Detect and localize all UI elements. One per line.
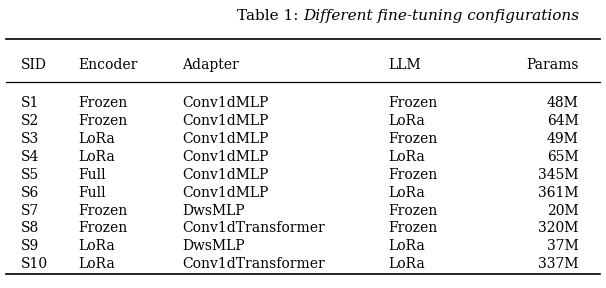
Text: DwsMLP: DwsMLP [182,239,244,253]
Text: 48M: 48M [547,96,579,111]
Text: S9: S9 [21,239,39,253]
Text: Frozen: Frozen [388,221,437,236]
Text: 361M: 361M [538,186,579,200]
Text: S3: S3 [21,132,39,146]
Text: Frozen: Frozen [388,96,437,111]
Text: 320M: 320M [538,221,579,236]
Text: Table 1:: Table 1: [236,9,303,23]
Text: Frozen: Frozen [79,114,128,128]
Text: Frozen: Frozen [79,204,128,218]
Text: Frozen: Frozen [388,132,437,146]
Text: Conv1dMLP: Conv1dMLP [182,96,268,111]
Text: 64M: 64M [547,114,579,128]
Text: SID: SID [21,58,47,72]
Text: 337M: 337M [538,257,579,271]
Text: Conv1dMLP: Conv1dMLP [182,150,268,164]
Text: Adapter: Adapter [182,58,239,72]
Text: LoRa: LoRa [388,239,425,253]
Text: LoRa: LoRa [79,257,116,271]
Text: Frozen: Frozen [79,96,128,111]
Text: 345M: 345M [538,168,579,182]
Text: S8: S8 [21,221,39,236]
Text: Full: Full [79,186,107,200]
Text: Frozen: Frozen [388,204,437,218]
Text: S6: S6 [21,186,39,200]
Text: LoRa: LoRa [79,239,116,253]
Text: S1: S1 [21,96,39,111]
Text: S2: S2 [21,114,39,128]
Text: Encoder: Encoder [79,58,138,72]
Text: 65M: 65M [547,150,579,164]
Text: LoRa: LoRa [388,150,425,164]
Text: LLM: LLM [388,58,421,72]
Text: 37M: 37M [547,239,579,253]
Text: LoRa: LoRa [388,186,425,200]
Text: Conv1dTransformer: Conv1dTransformer [182,221,325,236]
Text: S5: S5 [21,168,39,182]
Text: Frozen: Frozen [79,221,128,236]
Text: 20M: 20M [547,204,579,218]
Text: Conv1dMLP: Conv1dMLP [182,186,268,200]
Text: LoRa: LoRa [388,114,425,128]
Text: Params: Params [526,58,579,72]
Text: Different fine-tuning configurations: Different fine-tuning configurations [303,9,579,23]
Text: LoRa: LoRa [79,150,116,164]
Text: S4: S4 [21,150,39,164]
Text: S10: S10 [21,257,48,271]
Text: S7: S7 [21,204,39,218]
Text: Conv1dMLP: Conv1dMLP [182,114,268,128]
Text: DwsMLP: DwsMLP [182,204,244,218]
Text: LoRa: LoRa [79,132,116,146]
Text: LoRa: LoRa [388,257,425,271]
Text: Conv1dTransformer: Conv1dTransformer [182,257,325,271]
Text: 49M: 49M [547,132,579,146]
Text: Conv1dMLP: Conv1dMLP [182,168,268,182]
Text: Frozen: Frozen [388,168,437,182]
Text: Conv1dMLP: Conv1dMLP [182,132,268,146]
Text: Full: Full [79,168,107,182]
